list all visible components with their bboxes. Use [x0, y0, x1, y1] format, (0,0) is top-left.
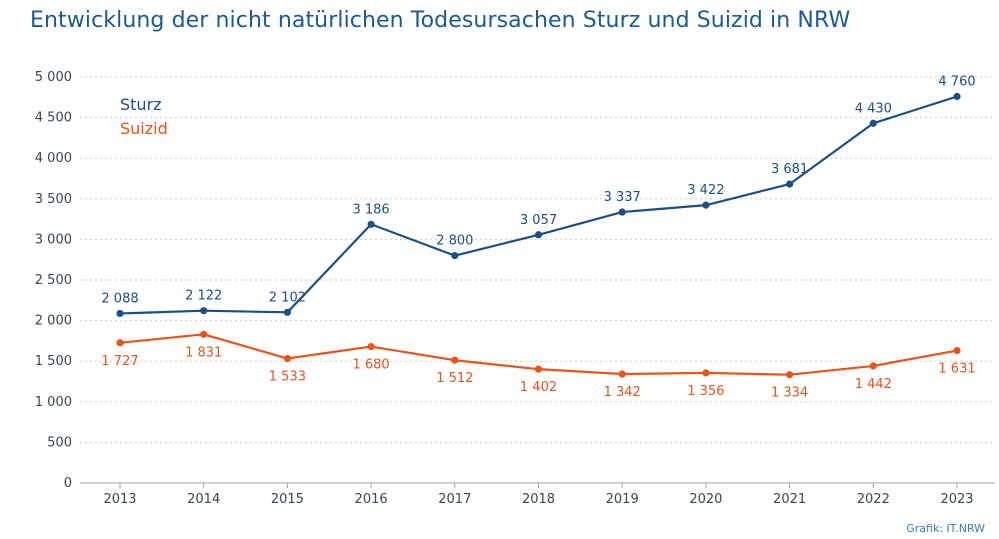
data-point-suizid: [702, 369, 710, 377]
x-tick-label: 2018: [522, 492, 555, 507]
data-label-sturz: 3 186: [352, 202, 389, 217]
y-tick-label: 500: [47, 435, 72, 450]
data-label-sturz: 3 337: [604, 190, 641, 205]
data-label-suizid: 1 334: [771, 386, 808, 401]
data-point-suizid: [367, 342, 375, 351]
data-point-sturz: [200, 307, 208, 315]
data-point-sturz: [367, 220, 375, 228]
series-group: 2 088 2 122 2 102 3 186 2 800 3 057 3 337 3 422…: [101, 74, 975, 400]
x-tick-label: 2014: [187, 492, 220, 507]
y-tick-label: 2 500: [35, 273, 72, 288]
y-tick-label: 1 000: [35, 395, 72, 410]
y-tick-label: 1 500: [35, 354, 72, 369]
data-label-suizid: 1 356: [687, 384, 724, 399]
x-tick-label: 2022: [857, 492, 890, 507]
data-point-sturz: [451, 252, 459, 260]
data-point-sturz: [116, 309, 124, 318]
data-point-sturz: [618, 208, 626, 216]
data-point-sturz: [534, 231, 543, 239]
x-tick-label: 2013: [103, 492, 136, 507]
data-label-suizid: 1 512: [436, 371, 473, 386]
data-label-sturz: 2 102: [269, 290, 306, 305]
data-label-sturz: 2 122: [185, 289, 222, 304]
x-tick-label: 2016: [355, 492, 388, 507]
x-axis: 2013 2014 2015 2016 2017 2018 2019 2020 2021 2022…: [103, 483, 974, 507]
data-label-sturz: 3 422: [687, 183, 724, 198]
data-point-suizid: [953, 346, 961, 355]
data-label-suizid: 1 442: [855, 377, 892, 392]
x-tick-label: 2020: [689, 492, 722, 507]
data-label-sturz: 3 057: [520, 213, 557, 228]
y-tick-label: 2 000: [35, 314, 72, 329]
data-point-suizid: [534, 365, 543, 373]
data-point-suizid: [283, 354, 291, 363]
data-label-sturz: 4 430: [855, 101, 892, 116]
data-point-suizid: [618, 370, 626, 378]
x-tick-label: 2017: [438, 492, 471, 507]
data-point-sturz: [786, 180, 794, 188]
data-label-sturz: 2 800: [436, 234, 473, 249]
x-tick-label: 2023: [940, 492, 973, 507]
data-point-suizid: [116, 339, 124, 347]
grid-lines: [80, 76, 995, 484]
data-label-suizid: 1 680: [352, 358, 389, 373]
legend-entry-suizid: Suizid: [120, 119, 168, 138]
data-point-sturz: [869, 119, 877, 127]
data-label-suizid: 1 533: [269, 370, 306, 385]
data-point-sturz: [953, 92, 961, 101]
source-credit: Grafik: IT.NRW: [906, 522, 985, 535]
data-point-suizid: [200, 330, 208, 338]
y-tick-label: 3 000: [35, 232, 72, 247]
data-label-suizid: 1 727: [101, 354, 138, 369]
y-tick-label: 5 000: [35, 70, 72, 85]
x-tick-label: 2015: [271, 492, 304, 507]
data-point-suizid: [786, 371, 794, 379]
y-axis: 0 500 1 000 1 500 2 000 2 500 3 000 3 500 4 000 4…: [35, 70, 72, 491]
data-label-suizid: 1 831: [185, 345, 222, 360]
data-label-suizid: 1 402: [520, 380, 557, 395]
data-point-suizid: [869, 362, 877, 370]
x-tick-label: 2021: [773, 492, 806, 507]
legend: Sturz Suizid: [120, 95, 168, 138]
y-tick-label: 0: [64, 476, 72, 491]
legend-entry-sturz: Sturz: [120, 95, 162, 114]
data-label-sturz: 3 681: [771, 162, 808, 177]
data-point-sturz: [283, 308, 291, 316]
data-label-suizid: 1 342: [604, 385, 641, 400]
data-label-sturz: 4 760: [938, 74, 975, 89]
data-label-sturz: 2 088: [101, 291, 138, 306]
y-tick-label: 4 000: [35, 151, 72, 166]
data-point-suizid: [451, 356, 459, 364]
series-line-sturz: [119, 95, 958, 315]
data-point-sturz: [702, 201, 710, 209]
y-tick-label: 4 500: [35, 111, 72, 126]
data-label-suizid: 1 631: [938, 362, 975, 377]
chart-title: Entwicklung der nicht natürlichen Todesu…: [30, 8, 851, 33]
x-tick-label: 2019: [606, 492, 639, 507]
y-tick-label: 3 500: [35, 192, 72, 207]
